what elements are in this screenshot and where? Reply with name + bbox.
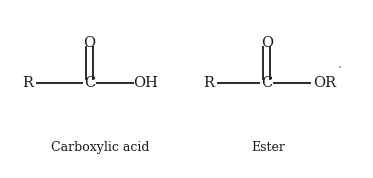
- Text: C: C: [261, 76, 272, 90]
- Text: R: R: [203, 76, 214, 90]
- Text: R: R: [22, 76, 34, 90]
- Text: Carboxylic acid: Carboxylic acid: [51, 141, 150, 154]
- Text: ′: ′: [339, 66, 341, 76]
- Text: OH: OH: [133, 76, 158, 90]
- Text: O: O: [84, 36, 95, 50]
- Text: C: C: [84, 76, 95, 90]
- Text: OR: OR: [313, 76, 336, 90]
- Text: O: O: [261, 36, 273, 50]
- Text: Ester: Ester: [252, 141, 285, 154]
